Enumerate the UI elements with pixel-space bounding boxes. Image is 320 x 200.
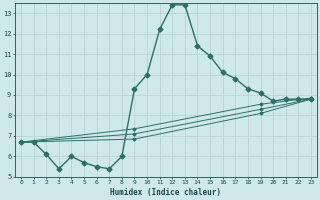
X-axis label: Humidex (Indice chaleur): Humidex (Indice chaleur) — [110, 188, 221, 197]
